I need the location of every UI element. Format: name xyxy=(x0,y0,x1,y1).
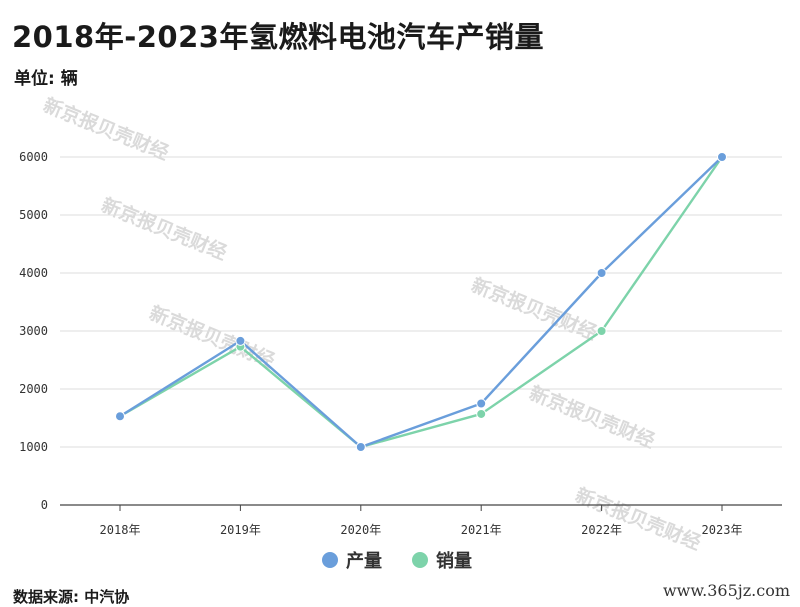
unit-label: 单位: 辆 xyxy=(14,69,78,89)
data-point xyxy=(717,152,727,162)
series-line-产量 xyxy=(119,156,723,449)
data-point xyxy=(115,411,125,422)
watermark-text: 新京报贝壳财经 xyxy=(468,273,600,344)
y-tick-label: 3000 xyxy=(19,324,48,338)
watermark-text: 新京报贝壳财经 xyxy=(526,381,658,452)
y-tick-label: 1000 xyxy=(19,440,48,454)
series-layer xyxy=(115,152,727,452)
y-tick-label: 4000 xyxy=(19,266,48,280)
y-tick-label: 2000 xyxy=(19,382,48,396)
legend-label: 产量 xyxy=(346,550,382,572)
y-tick-label: 6000 xyxy=(19,150,48,164)
data-point xyxy=(476,408,487,419)
legend-marker xyxy=(322,552,338,568)
legend: 产量 销量 xyxy=(322,550,472,572)
series-line-销量 xyxy=(119,156,723,449)
data-point xyxy=(596,268,607,278)
data-point xyxy=(476,398,487,409)
watermark-text: 新京报贝壳财经 xyxy=(572,483,704,554)
x-tick-label: 2023年 xyxy=(702,523,743,537)
site-watermark: www.365jz.com xyxy=(662,581,790,600)
x-tick-label: 2020年 xyxy=(340,523,381,537)
source-label: 数据来源: 中汽协 xyxy=(13,588,130,606)
x-tick-label: 2019年 xyxy=(220,523,261,537)
y-tick-label: 0 xyxy=(41,498,48,512)
y-axis-ticks: 0 1000 2000 3000 4000 5000 6000 xyxy=(19,150,48,512)
chart-title: 2018年-2023年氢燃料电池汽车产销量 xyxy=(12,20,544,54)
x-axis: 2018年 2019年 2020年 2021年 2022年 2023年 xyxy=(60,504,782,537)
y-tick-label: 5000 xyxy=(19,208,48,222)
watermark-text: 新京报贝壳财经 xyxy=(98,193,230,264)
legend-marker xyxy=(412,552,428,568)
x-tick-label: 2021年 xyxy=(461,523,502,537)
x-tick-label: 2018年 xyxy=(100,523,141,537)
legend-label: 销量 xyxy=(436,550,472,572)
watermark-text: 新京报贝壳财经 xyxy=(40,93,172,164)
x-tick-label: 2022年 xyxy=(581,523,622,537)
data-point xyxy=(235,335,246,346)
data-point xyxy=(596,326,607,336)
data-point xyxy=(355,442,366,452)
grid-lines xyxy=(60,156,782,448)
